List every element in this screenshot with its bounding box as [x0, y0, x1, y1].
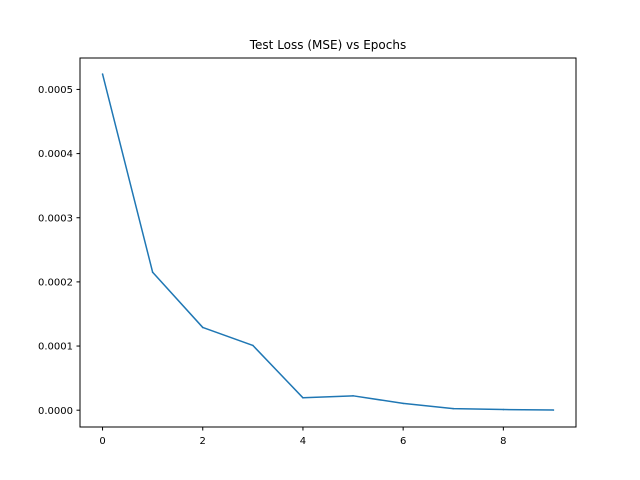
data-point [452, 407, 455, 410]
data-point [552, 409, 555, 411]
series-line-0 [101, 73, 554, 411]
y-tick-label: 0.0002 [38, 277, 73, 288]
y-tick-label: 0.0001 [38, 342, 73, 353]
y-tick-label: 0.0004 [38, 149, 73, 160]
data-point [402, 402, 404, 405]
x-tick-label: 4 [300, 436, 306, 447]
data-point [352, 395, 354, 397]
axes-frame [79, 57, 577, 428]
data-point [302, 397, 304, 399]
y-tick-label: 0.0003 [38, 213, 73, 224]
data-point [201, 326, 204, 329]
data-point [502, 408, 505, 411]
data-point [101, 73, 104, 75]
axis-ticks: 0 2 4 6 8 0.0000 0.0001 0.0002 0.0003 0.0004 0.000… [38, 85, 507, 447]
plot-area [101, 73, 555, 411]
y-tick-label: 0.0000 [38, 406, 73, 417]
data-point [252, 344, 254, 347]
x-tick-label: 2 [200, 436, 206, 447]
x-tick-label: 6 [400, 436, 406, 447]
y-tick-label: 0.0005 [38, 85, 73, 96]
x-tick-label: 8 [500, 436, 506, 447]
data-point [151, 271, 154, 274]
chart-title: Test Loss (MSE) vs Epochs [249, 38, 406, 52]
x-tick-label: 0 [99, 436, 105, 447]
